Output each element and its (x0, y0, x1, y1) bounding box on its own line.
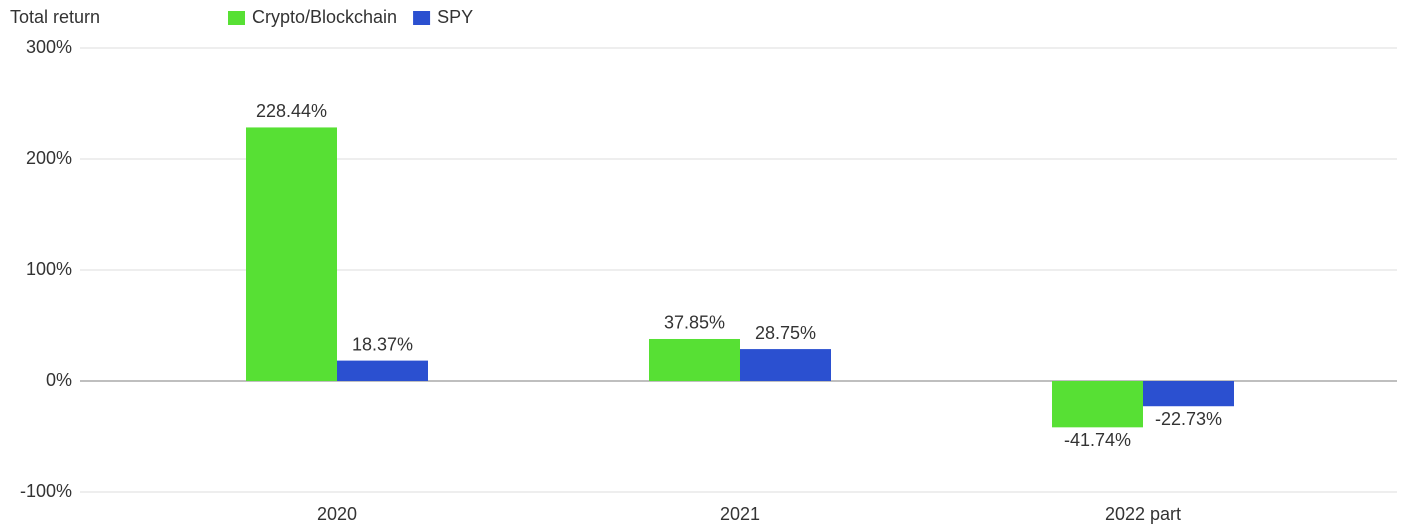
value-label: -41.74% (1064, 430, 1131, 450)
bar (337, 360, 428, 381)
y-tick-label: 200% (26, 148, 72, 168)
value-label: 228.44% (256, 101, 327, 121)
y-tick-label: 300% (26, 37, 72, 57)
legend-label: Crypto/Blockchain (252, 7, 397, 27)
x-tick-label: 2022 part (1105, 504, 1181, 524)
legend-swatch (413, 11, 431, 25)
bar (1143, 381, 1234, 407)
y-tick-label: -100% (20, 481, 72, 501)
bar (1052, 381, 1143, 428)
y-axis-label: Total return (10, 7, 100, 27)
x-tick-label: 2020 (317, 504, 357, 524)
value-label: 37.85% (664, 313, 725, 333)
value-label: 28.75% (755, 323, 816, 343)
y-tick-label: 100% (26, 259, 72, 279)
legend-swatch (228, 11, 245, 25)
y-tick-label: 0% (46, 370, 72, 390)
bar (649, 338, 740, 381)
value-label: 18.37% (352, 334, 413, 354)
bar (740, 349, 831, 381)
legend-label: SPY (437, 7, 473, 27)
value-label: -22.73% (1155, 409, 1222, 429)
x-tick-label: 2021 (720, 504, 760, 524)
bar (246, 127, 337, 381)
